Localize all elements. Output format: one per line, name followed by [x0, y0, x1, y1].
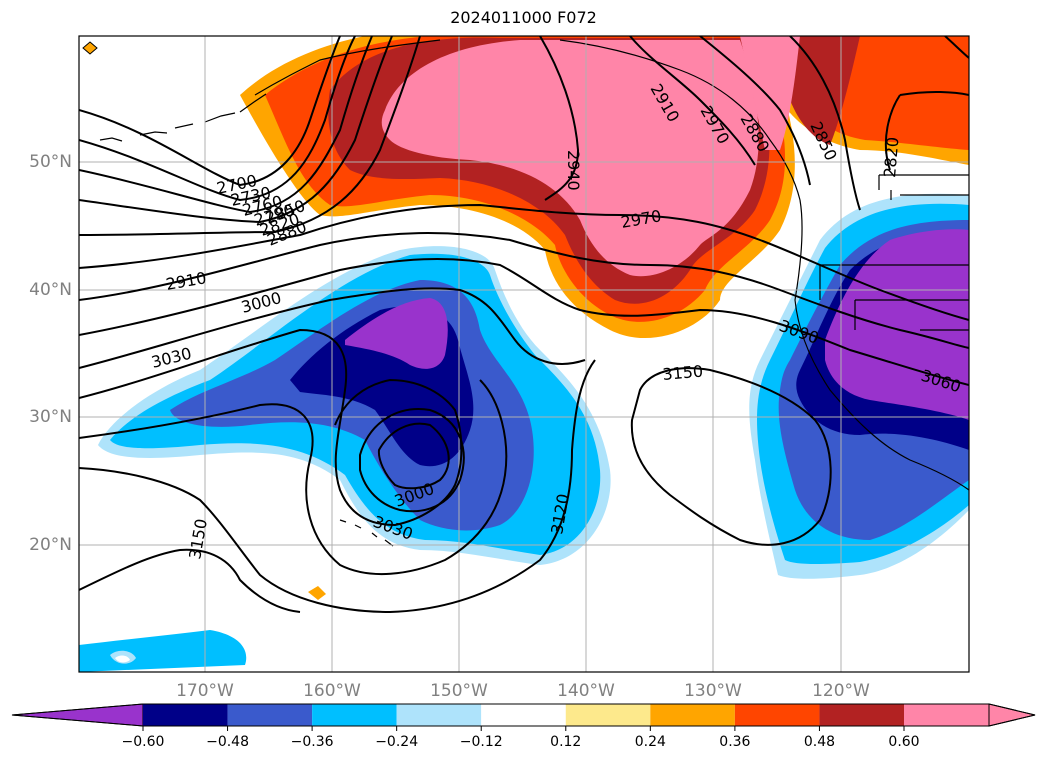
colorbar-segment	[143, 704, 228, 726]
anomaly-marker-diamond	[82, 41, 98, 55]
colorbar-extend-low	[11, 703, 144, 727]
lon-label: 160°W	[303, 681, 361, 701]
colorbar-tick-label: −0.12	[459, 734, 503, 750]
gridlines	[79, 36, 969, 672]
colorbar-tick-label: 0.48	[803, 734, 836, 750]
lat-label: 40°N	[29, 280, 72, 300]
colorbar-segment	[396, 704, 482, 726]
colorbar-tick-label: −0.48	[206, 734, 249, 750]
colorbar-tick-label: 0.24	[634, 734, 666, 750]
colorbar-segment	[650, 704, 735, 726]
colorbar-tick-label: −0.36	[290, 734, 334, 750]
height-contours	[79, 36, 969, 614]
map-title: 2024011000 F072	[450, 8, 597, 27]
colorbar-segment	[565, 704, 651, 726]
colorbar-tick-label: −0.24	[375, 734, 419, 750]
lon-label: 120°W	[812, 681, 870, 701]
map-frame	[78, 35, 970, 673]
contour-label: 2820	[880, 136, 902, 178]
colorbar-segment	[312, 704, 397, 726]
contour-label: 2940	[564, 150, 583, 191]
colorbar-segment	[227, 704, 313, 726]
lon-label: 130°W	[684, 681, 742, 701]
colorbar-tick-label: −0.60	[121, 734, 165, 750]
lon-label: 170°W	[176, 681, 234, 701]
colorbar-segment	[481, 704, 566, 726]
lat-label: 30°N	[29, 407, 72, 427]
colorbar-tick-label: 0.60	[888, 734, 920, 750]
coastlines	[99, 39, 969, 547]
colorbar-extend-high	[988, 703, 1036, 727]
negative-anomaly-central	[79, 246, 611, 672]
colorbar-tick-label: 0.12	[550, 734, 582, 750]
colorbar-segment	[904, 704, 989, 726]
colorbar-segment	[734, 704, 820, 726]
colorbar	[11, 703, 1036, 731]
contour-label: 3150	[662, 362, 704, 384]
colorbar-segment	[819, 704, 904, 726]
lat-label: 50°N	[29, 152, 72, 172]
colorbar-tick-label: 0.36	[719, 734, 751, 750]
lat-label: 20°N	[29, 535, 72, 555]
lon-label: 140°W	[557, 681, 615, 701]
lon-label: 150°W	[430, 681, 488, 701]
